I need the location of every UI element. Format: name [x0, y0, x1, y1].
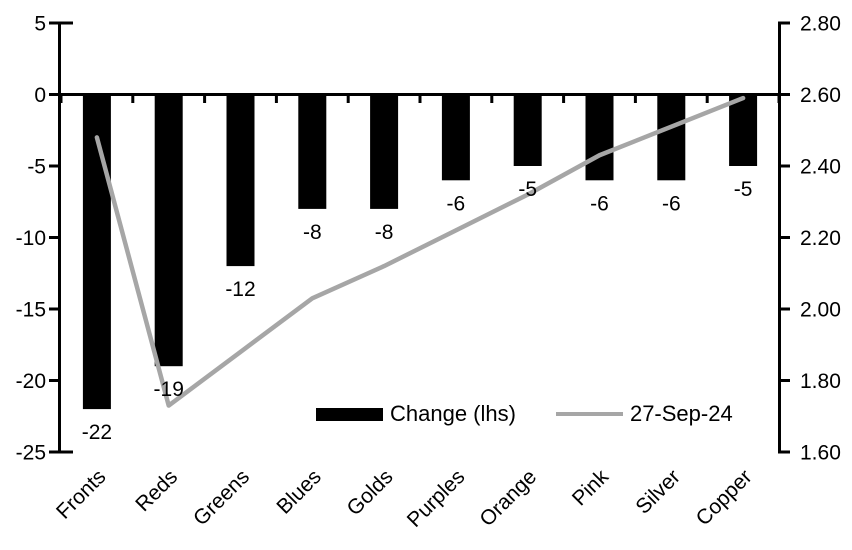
left-axis-tick: [49, 21, 58, 25]
data-label-orange: -5: [518, 178, 537, 201]
left-axis-line: [58, 21, 61, 454]
left-axis-label: 5: [34, 13, 46, 36]
left-axis-bottom-cap: [61, 450, 73, 454]
x-axis-tick: [274, 96, 278, 103]
right-axis-tick: [781, 307, 790, 311]
data-label-fronts: -22: [82, 421, 112, 444]
left-axis-label: -25: [16, 442, 46, 465]
category-label-pink: Pink: [568, 465, 614, 511]
legend-item-line: 27-Sep-24: [555, 401, 733, 426]
data-label-reds: -19: [154, 378, 184, 401]
zero-line: [58, 93, 781, 96]
left-axis-label: -15: [16, 299, 46, 322]
data-label-purples: -6: [447, 192, 466, 215]
x-axis-tick: [633, 96, 637, 103]
left-axis-top-cap: [61, 21, 73, 25]
right-axis-label: 2.60: [800, 84, 841, 107]
right-axis-label: 1.60: [800, 442, 841, 465]
x-axis-tick: [203, 96, 207, 103]
x-axis-tick: [705, 96, 709, 103]
right-axis-tick: [781, 164, 790, 168]
right-axis-label: 1.80: [800, 370, 841, 393]
right-axis-tick: [781, 93, 790, 96]
line-series: [94, 95, 746, 408]
category-label-reds: Reds: [131, 465, 182, 516]
bar-blues: [298, 94, 327, 209]
left-axis-tick: [49, 379, 58, 382]
bar-pink: [585, 94, 614, 181]
x-axis-tick: [562, 96, 566, 103]
left-axis-tick: [49, 307, 58, 311]
category-label-fronts: Fronts: [52, 465, 110, 523]
category-label-orange: Orange: [475, 465, 541, 531]
bar-silver: [657, 94, 686, 181]
bar-reds: [154, 94, 183, 367]
right-axis-label: 2.00: [800, 299, 841, 322]
left-axis-tick: [49, 450, 58, 454]
right-axis-tick: [781, 21, 790, 25]
legend-label-date: 27-Sep-24: [629, 401, 733, 426]
category-label-blues: Blues: [272, 465, 325, 518]
x-axis-tick: [59, 96, 63, 103]
right-axis-tick: [781, 379, 790, 382]
data-label-greens: -12: [225, 278, 255, 301]
bar-greens: [226, 94, 255, 267]
x-axis-tick: [777, 96, 781, 103]
left-axis-label: -10: [16, 227, 46, 250]
x-axis-tick: [346, 96, 350, 103]
data-label-copper: -5: [734, 178, 753, 201]
bar-fronts: [82, 94, 111, 410]
right-axis-label: 2.20: [800, 227, 841, 250]
left-axis-tick: [49, 93, 58, 96]
left-axis-label: 0: [34, 84, 46, 107]
bar-purples: [441, 94, 470, 181]
bar-golds: [370, 94, 399, 209]
bar-orange: [513, 94, 542, 166]
right-axis-label: 2.80: [800, 13, 841, 36]
right-axis-tick: [781, 236, 790, 239]
left-axis-label: -20: [16, 370, 46, 393]
x-axis-tick: [418, 96, 422, 103]
category-label-purples: Purples: [403, 465, 470, 532]
right-axis-label: 2.40: [800, 156, 841, 179]
left-axis-tick: [49, 164, 58, 168]
category-label-copper: Copper: [692, 465, 757, 530]
data-label-golds: -8: [375, 221, 394, 244]
chart-legend: Change (lhs) 27-Sep-24: [316, 403, 733, 425]
left-axis-tick: [49, 236, 58, 239]
x-axis-tick: [490, 96, 494, 103]
right-axis-line: [778, 21, 781, 454]
legend-line-swatch: [555, 412, 623, 416]
category-label-greens: Greens: [189, 465, 254, 530]
legend-item-change: Change (lhs): [316, 403, 516, 425]
left-axis-label: -5: [27, 156, 46, 179]
category-label-golds: Golds: [343, 465, 398, 520]
data-label-pink: -6: [590, 192, 609, 215]
category-label-silver: Silver: [631, 465, 684, 518]
x-axis-tick: [131, 96, 135, 103]
data-label-blues: -8: [303, 221, 322, 244]
legend-bar-swatch: [316, 407, 383, 421]
data-label-silver: -6: [662, 192, 681, 215]
legend-label-change: Change (lhs): [390, 401, 516, 426]
bar-copper: [729, 94, 758, 166]
right-axis-tick: [781, 450, 790, 454]
